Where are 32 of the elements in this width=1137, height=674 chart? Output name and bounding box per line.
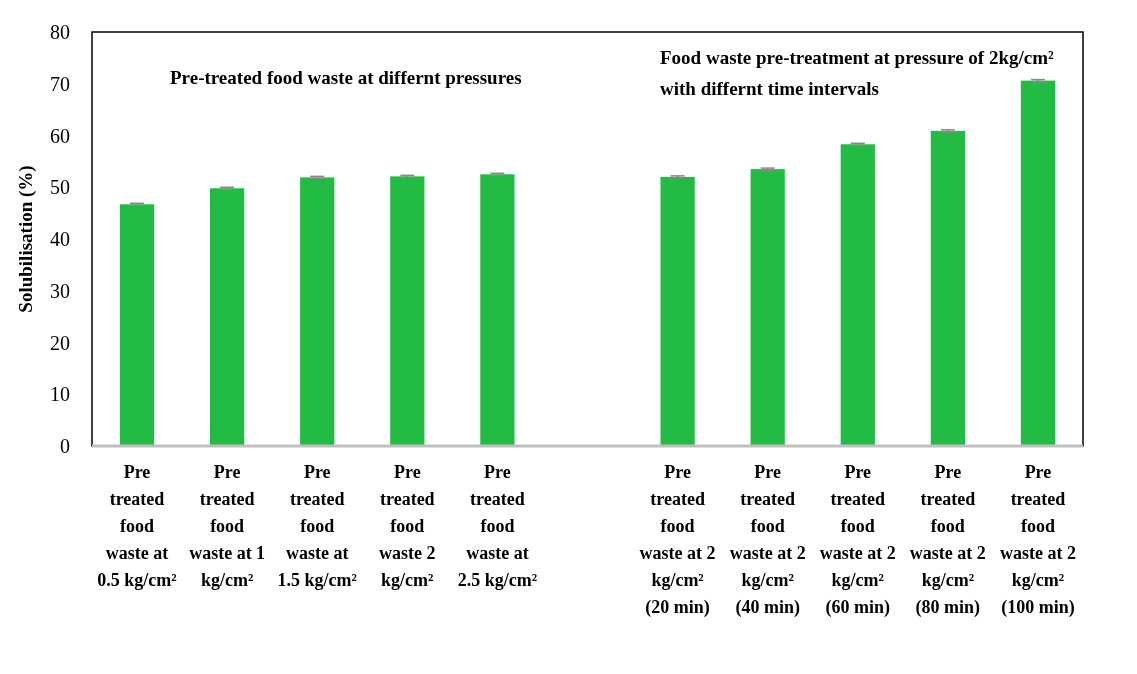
y-tick-label: 70 (50, 72, 70, 95)
bar (840, 144, 875, 446)
bar (750, 169, 785, 446)
bar (390, 176, 425, 446)
x-tick-label: Pre treated food waste at 0.5 kg/cm² (97, 462, 177, 590)
x-tick-label: Pre treated food waste at 2 kg/cm² (20 min) (639, 462, 716, 618)
y-tick-label: 80 (50, 21, 70, 43)
y-tick-label: 40 (50, 228, 70, 250)
x-tick-label: Pre treated food waste at 2.5 kg/cm² (457, 462, 538, 590)
x-tick-label: Pre treated food waste at 2 kg/cm² (80 min) (909, 462, 986, 618)
bar (119, 204, 155, 446)
y-tick-label: 20 (50, 331, 70, 354)
x-tick-label: Pre treated food waste at 1 kg/cm² (189, 462, 266, 590)
x-tick-label: Pre treated food waste 2 kg/cm² (379, 462, 436, 590)
x-tick-label: Pre treated food waste at 1.5 kg/cm² (277, 462, 357, 590)
y-tick-label: 60 (50, 124, 70, 147)
bar (210, 188, 245, 446)
annotation: Food waste pre-treatment at pressure of 2kg/cm² with differnt time intervals (660, 47, 1055, 99)
y-axis-title: Solubilisation (%) (15, 165, 37, 313)
bar (1020, 80, 1056, 446)
y-tick-label: 0 (60, 435, 70, 457)
x-tick-label: Pre treated food waste at 2 kg/cm² (60 min) (819, 462, 896, 618)
y-tick-label: 30 (50, 279, 70, 302)
bar (300, 177, 335, 446)
annotation: Pre-treated food waste at differnt pressures (170, 67, 522, 88)
x-tick-label: Pre treated food waste at 2 kg/cm² (100 min) (999, 462, 1076, 618)
bar (480, 174, 515, 446)
x-tick-label: Pre treated food waste at 2 kg/cm² (40 min) (729, 462, 806, 618)
bar (660, 176, 695, 446)
bar (930, 130, 965, 446)
y-tick-label: 50 (50, 176, 70, 199)
y-tick-label: 10 (50, 383, 70, 406)
